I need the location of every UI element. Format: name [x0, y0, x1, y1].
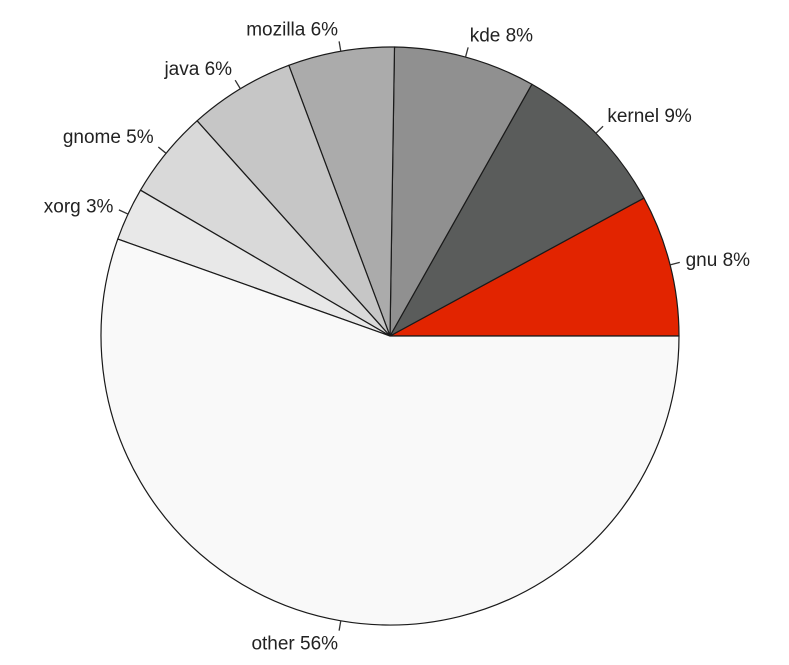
- leader-line-gnome: [157, 146, 167, 154]
- pie-label-other: other 56%: [251, 633, 338, 654]
- pie-slice-gnu: [389, 197, 680, 337]
- pie-slice-kernel: [389, 83, 645, 337]
- leader-line-xorg: [118, 209, 129, 215]
- leader-line-mozilla: [338, 41, 342, 52]
- leader-line-kde: [464, 47, 469, 58]
- pie-slice-other: [100, 238, 680, 626]
- pie-slice-kde: [389, 46, 533, 337]
- pie-labels: gnu 8% kernel 9% kde 8% mozilla 6% java 6% gn…: [44, 19, 750, 654]
- pie-label-xorg: xorg 3%: [44, 196, 114, 217]
- leader-line-java: [234, 79, 241, 90]
- pie-label-gnome: gnome 5%: [63, 127, 154, 148]
- pie-label-kernel: kernel 9%: [607, 106, 692, 127]
- leader-line-other: [338, 620, 342, 631]
- pie-leader-lines: [118, 41, 680, 631]
- pie-label-gnu: gnu 8%: [686, 250, 751, 271]
- leader-line-kernel: [595, 125, 604, 134]
- pie-label-kde: kde 8%: [470, 26, 533, 47]
- pie-label-mozilla: mozilla 6%: [246, 19, 338, 40]
- pie-slices: [100, 46, 680, 626]
- pie-label-java: java 6%: [163, 59, 232, 80]
- leader-line-gnu: [669, 261, 680, 266]
